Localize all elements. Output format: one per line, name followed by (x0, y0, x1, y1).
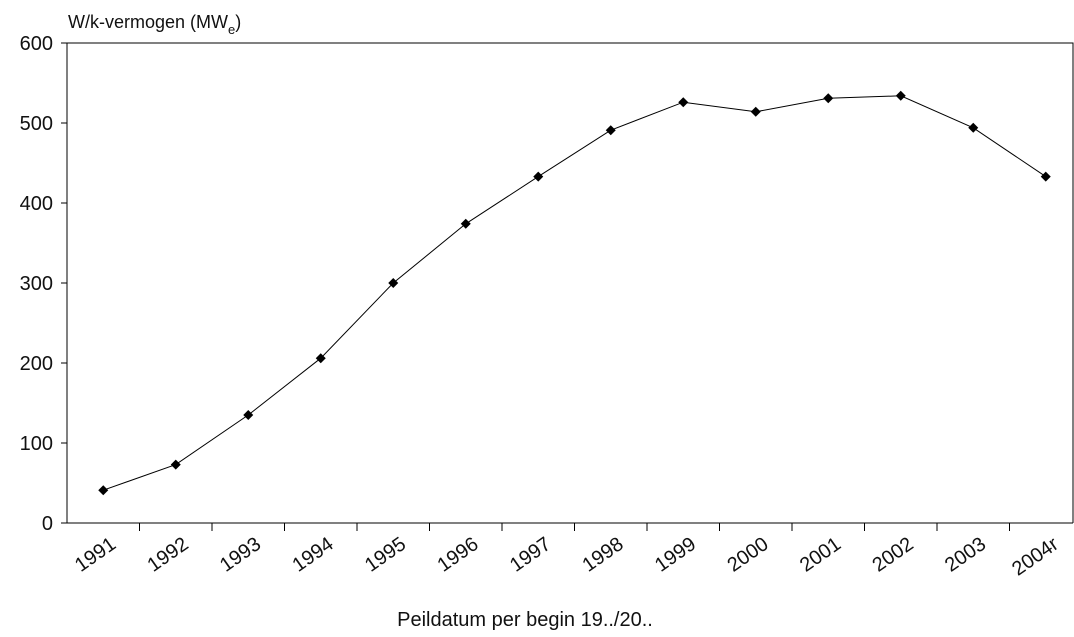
y-label-main: W/k-vermogen (MW (68, 12, 228, 32)
marker (968, 122, 979, 133)
y-tick-label: 400 (20, 193, 53, 215)
y-tick-label: 0 (42, 513, 53, 535)
marker (243, 410, 254, 420)
x-tick-label: 2002 (869, 533, 918, 577)
x-tick-label: 1995 (361, 533, 410, 577)
y-tick-label: 100 (20, 433, 53, 455)
x-tick-label: 2001 (796, 533, 845, 577)
x-tick-label: 2000 (724, 533, 773, 577)
marker (823, 93, 834, 104)
x-tick-label: 1996 (434, 533, 483, 577)
plot-frame (67, 42, 1074, 523)
x-tick-label: 1999 (651, 533, 700, 577)
marker (98, 485, 109, 496)
y-label-sub: e (228, 22, 235, 37)
marker (315, 353, 326, 364)
x-tick-label: 1998 (579, 533, 628, 577)
y-tick-label: 500 (20, 113, 53, 135)
marker (750, 106, 761, 117)
x-tick-label: 2004r (1008, 533, 1063, 581)
y-axis-label: W/k-vermogen (MWe) (68, 12, 241, 37)
y-tick-label: 300 (20, 273, 53, 295)
marker (533, 171, 544, 182)
marker (1040, 171, 1051, 182)
x-tick-label: 1991 (71, 533, 120, 577)
marker (605, 125, 616, 136)
x-tick-label: 1992 (144, 533, 193, 577)
line (103, 95, 1047, 491)
marker (678, 97, 689, 108)
x-tick-label: 2003 (941, 533, 990, 577)
y-tick-label: 600 (20, 33, 53, 55)
marker (170, 459, 181, 470)
x-tick-label: 1993 (216, 533, 265, 577)
x-tick-label: 1997 (506, 533, 555, 577)
y-label-end: ) (235, 12, 241, 32)
marker (388, 278, 399, 288)
x-tick-label: 1994 (289, 533, 338, 577)
x-axis-label: Peildatum per begin 19../20.. (397, 609, 653, 631)
marker (460, 218, 471, 229)
marker (895, 90, 906, 101)
y-tick-label: 200 (20, 353, 53, 375)
